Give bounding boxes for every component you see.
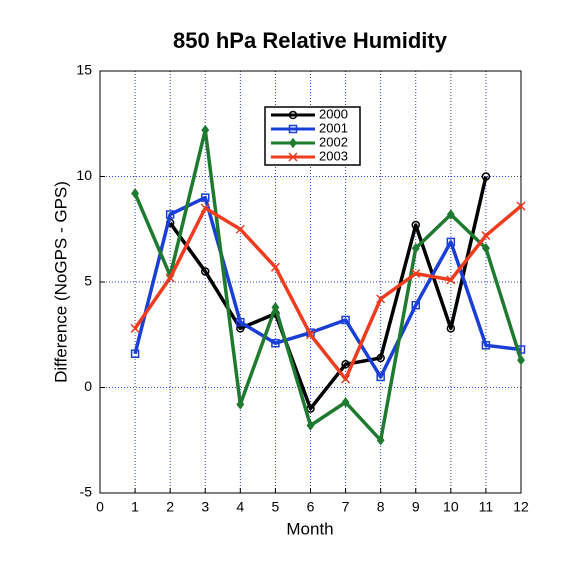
marker [517,354,525,366]
y-tick-label: 15 [76,62,92,78]
marker [130,349,140,358]
marker [288,110,298,120]
plot-frame [99,70,522,494]
marker [306,420,315,431]
marker [376,294,386,304]
marker [288,124,298,134]
marker [201,124,210,136]
x-tick-label: 6 [307,499,315,515]
marker [288,152,298,162]
marker [376,353,385,363]
marker [481,231,491,241]
marker [446,209,455,220]
marker [236,399,245,410]
marker [236,317,245,327]
legend-label: 2001 [319,120,348,135]
marker [201,193,210,202]
marker [376,435,385,446]
marker [376,372,385,382]
marker [481,341,491,350]
y-tick-label: 0 [84,378,92,394]
marker [131,188,140,199]
marker [411,242,420,254]
marker [411,300,420,310]
marker [516,201,526,211]
marker [341,360,350,369]
marker [481,242,490,254]
legend-label: 2000 [319,106,348,121]
marker [305,330,316,340]
marker [271,338,280,348]
marker [270,262,280,272]
marker [235,224,245,234]
x-tick-label: 10 [443,499,459,515]
x-tick-label: 4 [236,499,244,515]
marker [341,397,350,408]
marker [411,269,421,279]
marker [289,137,297,149]
marker [446,237,456,247]
marker [201,267,210,276]
x-tick-label: 7 [342,499,350,515]
marker [341,315,350,325]
marker [411,220,420,230]
marker [446,324,456,333]
x-tick-label: 1 [131,499,139,515]
marker [200,203,210,213]
marker [446,275,456,285]
y-tick-label: 5 [84,273,92,289]
x-tick-label: 9 [412,499,420,515]
marker [130,323,140,333]
marker [271,302,280,313]
x-tick-label: 2 [166,499,174,515]
legend-label: 2003 [319,148,348,163]
y-axis-label: Difference (NoGPS - GPS) [51,181,70,383]
x-tick-label: 11 [479,499,494,515]
marker [481,172,491,181]
x-axis-label: Month [286,519,333,538]
series-line [133,204,523,381]
x-tick-label: 12 [513,499,529,515]
x-tick-label: 0 [96,499,104,515]
x-tick-label: 8 [377,499,385,515]
chart-title: 850 hPa Relative Humidity [173,28,448,53]
marker [165,273,175,283]
legend-label: 2002 [319,134,348,149]
x-tick-label: 3 [201,499,209,515]
marker [165,210,175,219]
y-tick-label: -5 [80,484,93,500]
legend-box [264,106,361,166]
marker [341,374,351,384]
y-tick-label: 10 [76,167,92,183]
series-line [133,128,523,442]
series-line [133,195,522,379]
x-tick-label: 5 [272,499,280,515]
